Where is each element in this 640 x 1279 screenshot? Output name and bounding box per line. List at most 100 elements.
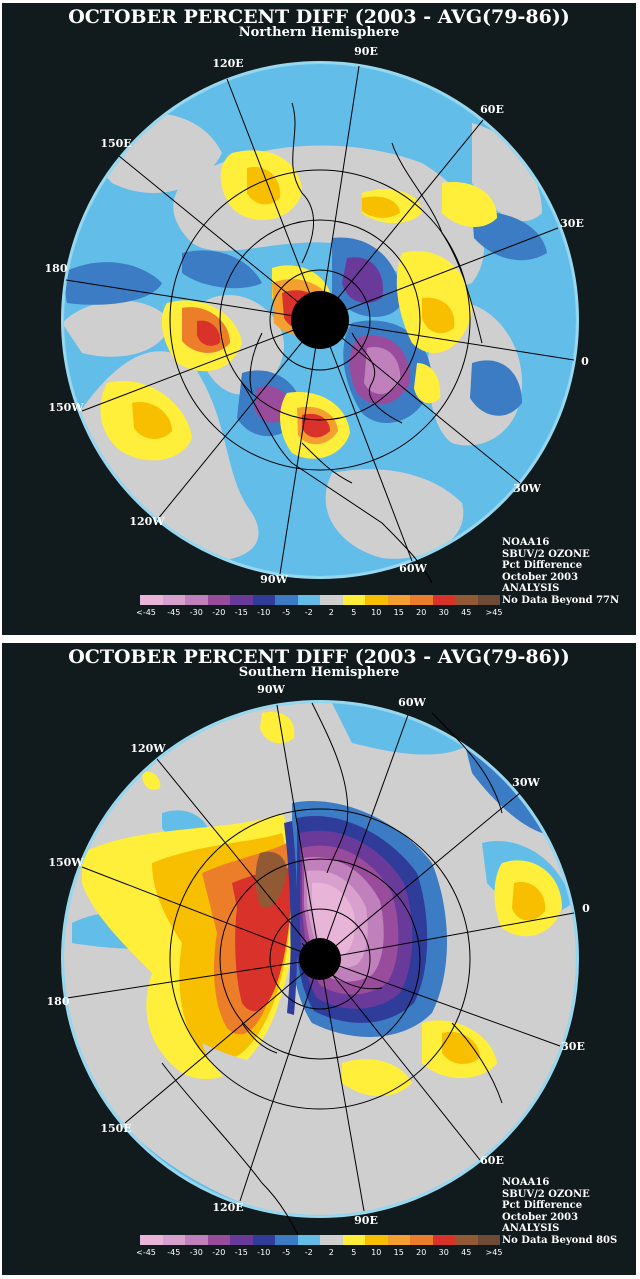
legend-swatch <box>230 1235 253 1245</box>
lon-label: 0 <box>581 355 589 368</box>
legend-label: 45 <box>461 1248 472 1257</box>
info-line: NOAA16 <box>502 1177 550 1188</box>
legend-label: -45 <box>167 608 181 617</box>
info-line: Pct Difference <box>502 560 583 571</box>
lon-label: 0 <box>582 902 590 915</box>
south-color-legend: <-45 -45 -30 -20 -15 -10 -5 -2 2 5 10 15 20 30 45 >45 <box>136 1235 504 1265</box>
legend-label: 20 <box>416 1248 427 1257</box>
legend-swatch <box>252 595 275 605</box>
legend-swatch <box>455 595 478 605</box>
legend-swatch <box>477 595 500 605</box>
info-line: ANALYSIS <box>502 1223 560 1234</box>
legend-label: -10 <box>257 1248 271 1257</box>
legend-label: -2 <box>304 1248 313 1257</box>
legend-label: 10 <box>371 1248 382 1257</box>
lon-label: 180 <box>44 262 68 275</box>
legend-label: >45 <box>485 1248 503 1257</box>
legend-swatch <box>297 1235 320 1245</box>
legend-label: 15 <box>393 1248 404 1257</box>
legend-swatch <box>410 595 433 605</box>
north-subtitle: Northern Hemisphere <box>238 25 400 40</box>
southern-hemisphere-map <box>61 700 579 1244</box>
legend-swatch <box>477 1235 500 1245</box>
legend-label: 2 <box>328 1248 334 1257</box>
legend-label: -30 <box>189 608 203 617</box>
legend-swatch <box>432 595 455 605</box>
south-title: OCTOBER PERCENT DIFF (2003 - AVG(79-86)) <box>68 646 570 668</box>
legend-label: -10 <box>257 608 271 617</box>
legend-label: -15 <box>234 608 248 617</box>
lon-label: 60E <box>480 103 504 116</box>
legend-label: 2 <box>328 608 334 617</box>
legend-label: -5 <box>282 1248 291 1257</box>
legend-swatch <box>432 1235 455 1245</box>
info-line: Pct Difference <box>502 1200 583 1211</box>
lon-label: 60E <box>480 1154 504 1167</box>
legend-label: -45 <box>167 1248 181 1257</box>
info-line: NOAA16 <box>502 537 550 548</box>
southern-hemisphere-panel: OCTOBER PERCENT DIFF (2003 - AVG(79-86))… <box>2 643 636 1275</box>
lon-label: 60W <box>398 696 426 709</box>
legend-swatch <box>275 1235 298 1245</box>
legend-swatch <box>387 1235 410 1245</box>
legend-swatch <box>387 595 410 605</box>
legend-swatch <box>140 1235 163 1245</box>
legend-swatch <box>252 1235 275 1245</box>
lon-label: 150E <box>100 137 132 150</box>
lon-label: 30W <box>512 776 540 789</box>
legend-swatch <box>275 595 298 605</box>
legend-label: <-45 <box>136 608 156 617</box>
lon-label: 150E <box>100 1122 132 1135</box>
lon-label: 30E <box>561 1040 585 1053</box>
northern-hemisphere-map <box>61 61 579 584</box>
lon-label: 90W <box>257 683 285 696</box>
lon-label: 120W <box>129 515 165 528</box>
north-color-legend: <-45 -45 -30 -20 -15 -10 -5 -2 2 5 10 15 20 30 45 >45 <box>136 595 504 625</box>
lon-label: 180 <box>46 995 70 1008</box>
legend-label: 20 <box>416 608 427 617</box>
lon-label: 30W <box>513 482 541 495</box>
info-line: No Data Beyond 77N <box>502 594 620 606</box>
legend-label: 5 <box>351 608 357 617</box>
legend-swatch <box>342 595 365 605</box>
legend-swatch <box>185 1235 208 1245</box>
legend-label: -20 <box>212 1248 226 1257</box>
legend-swatch <box>230 595 253 605</box>
legend-swatch <box>207 595 230 605</box>
lon-label: 150W <box>48 856 84 869</box>
legend-swatch <box>297 595 320 605</box>
lon-label: 30E <box>560 217 584 230</box>
northern-hemisphere-panel: OCTOBER PERCENT DIFF (2003 - AVG(79-86))… <box>2 3 636 635</box>
legend-label: -15 <box>234 1248 248 1257</box>
legend-label: 30 <box>438 1248 449 1257</box>
info-line: ANALYSIS <box>502 583 560 594</box>
legend-swatch <box>162 1235 185 1245</box>
legend-swatch <box>365 595 388 605</box>
lon-label: 120W <box>130 742 166 755</box>
legend-swatch <box>140 595 163 605</box>
lon-label: 60W <box>399 562 427 575</box>
legend-swatch <box>320 1235 343 1245</box>
lon-label: 120E <box>212 1201 244 1214</box>
legend-swatch <box>207 1235 230 1245</box>
info-line: October 2003 <box>502 1211 579 1223</box>
legend-swatch <box>162 595 185 605</box>
legend-label: <-45 <box>136 1248 156 1257</box>
legend-label: >45 <box>485 608 503 617</box>
legend-swatch <box>320 595 343 605</box>
legend-swatch <box>342 1235 365 1245</box>
lon-label: 90E <box>354 1214 378 1227</box>
legend-label: -2 <box>304 608 313 617</box>
info-line: October 2003 <box>502 571 579 583</box>
north-title: OCTOBER PERCENT DIFF (2003 - AVG(79-86)) <box>68 6 570 28</box>
legend-label: -20 <box>212 608 226 617</box>
legend-swatch <box>455 1235 478 1245</box>
lon-label: 90W <box>260 573 288 586</box>
north-info-block: NOAA16 SBUV/2 OZONE Pct Difference Octob… <box>502 537 634 606</box>
legend-label: 5 <box>351 1248 357 1257</box>
legend-label: 10 <box>371 608 382 617</box>
legend-swatch <box>365 1235 388 1245</box>
south-info-block: NOAA16 SBUV/2 OZONE Pct Difference Octob… <box>502 1177 634 1246</box>
legend-swatch <box>185 595 208 605</box>
lon-label: 150W <box>48 401 84 414</box>
